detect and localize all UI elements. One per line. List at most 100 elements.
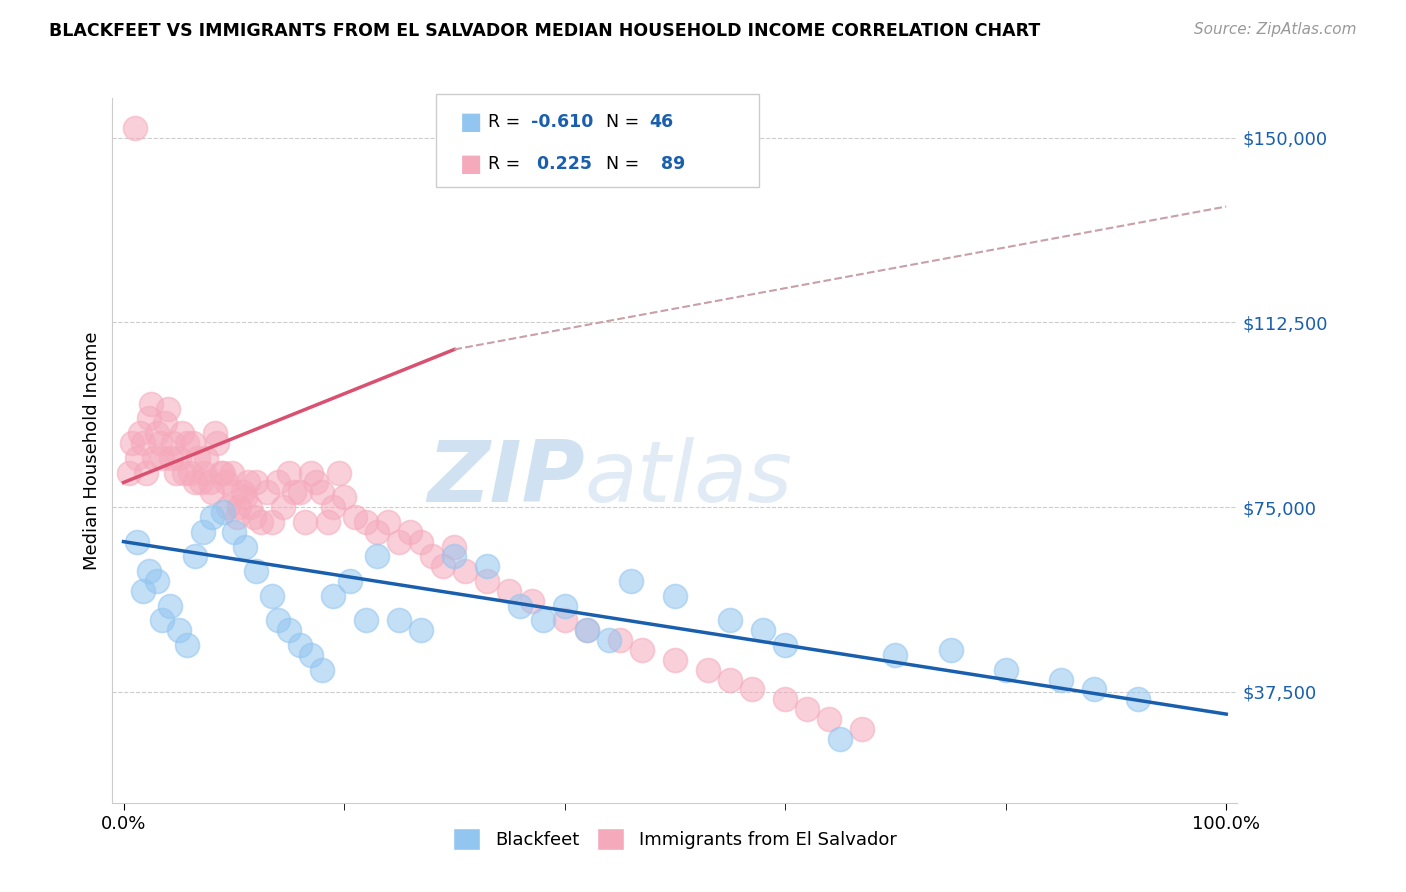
Point (173, 466, 195, 480)
Text: ■: ■ (460, 110, 482, 134)
Point (121, 436, 143, 450)
Point (156, 401, 179, 416)
Point (311, 485, 333, 500)
Point (239, 500, 262, 515)
Point (630, 643, 652, 657)
Point (132, 583, 155, 598)
Point (233, 540, 256, 554)
Point (1083, 682, 1105, 697)
Point (288, 485, 311, 500)
Point (209, 466, 232, 480)
Point (250, 515, 273, 529)
Point (388, 534, 411, 549)
Point (204, 426, 226, 441)
Point (277, 466, 299, 480)
Point (170, 426, 193, 441)
Point (664, 653, 686, 667)
Point (135, 466, 157, 480)
Point (520, 593, 543, 607)
Point (125, 534, 148, 549)
Point (399, 524, 422, 539)
Point (277, 624, 299, 638)
Point (167, 450, 190, 465)
Point (165, 466, 187, 480)
Point (830, 731, 852, 746)
Point (211, 466, 233, 480)
Point (498, 583, 520, 598)
Text: N =: N = (595, 155, 644, 173)
Point (344, 510, 367, 524)
Point (176, 638, 198, 652)
Point (245, 475, 267, 490)
Point (299, 648, 322, 662)
Text: BLACKFEET VS IMMIGRANTS FROM EL SALVADOR MEDIAN HOUSEHOLD INCOME CORRELATION CHA: BLACKFEET VS IMMIGRANTS FROM EL SALVADOR… (49, 22, 1040, 40)
Point (718, 614, 741, 628)
Point (245, 564, 267, 578)
Point (328, 466, 350, 480)
Point (311, 663, 333, 677)
Point (1050, 673, 1073, 687)
Point (236, 475, 259, 490)
Point (201, 485, 224, 500)
Point (420, 549, 443, 564)
Point (818, 712, 841, 726)
Point (242, 510, 264, 524)
Text: 46: 46 (650, 113, 673, 131)
Point (139, 397, 162, 411)
Point (262, 589, 284, 603)
Point (145, 426, 167, 441)
Point (150, 614, 173, 628)
Point (288, 638, 311, 652)
Point (181, 436, 204, 450)
Point (195, 450, 218, 465)
Point (697, 663, 720, 677)
Point (620, 574, 643, 588)
Text: 89: 89 (661, 155, 685, 173)
Point (176, 436, 198, 450)
Point (267, 475, 290, 490)
Point (162, 436, 184, 450)
Point (184, 549, 207, 564)
Point (366, 549, 388, 564)
Point (132, 436, 155, 450)
Point (233, 490, 256, 504)
Point (155, 417, 177, 431)
Text: 0.225: 0.225 (531, 155, 592, 173)
Point (193, 466, 215, 480)
Text: R =: R = (488, 155, 526, 173)
Point (217, 500, 239, 515)
Point (167, 624, 190, 638)
Point (851, 722, 873, 736)
Point (443, 540, 465, 554)
Point (201, 510, 224, 524)
Text: Source: ZipAtlas.com: Source: ZipAtlas.com (1194, 22, 1357, 37)
Point (150, 450, 173, 465)
Point (598, 633, 620, 648)
Point (316, 515, 339, 529)
Point (125, 450, 148, 465)
Point (354, 614, 377, 628)
Point (554, 599, 576, 613)
Point (160, 450, 183, 465)
Point (145, 574, 167, 588)
Point (187, 450, 209, 465)
Point (226, 510, 249, 524)
Point (283, 485, 305, 500)
Legend: Blackfeet, Immigrants from El Salvador: Blackfeet, Immigrants from El Salvador (446, 821, 904, 857)
Point (773, 638, 796, 652)
Point (377, 515, 399, 529)
Text: R =: R = (488, 113, 526, 131)
Point (454, 564, 477, 578)
Point (718, 673, 741, 687)
Point (222, 524, 245, 539)
Text: N =: N = (595, 113, 644, 131)
Point (211, 505, 233, 519)
Point (232, 485, 254, 500)
Point (267, 614, 290, 628)
Point (741, 682, 763, 697)
Point (531, 614, 554, 628)
Point (129, 426, 152, 441)
Point (138, 411, 160, 425)
Point (184, 475, 207, 490)
Point (273, 500, 295, 515)
